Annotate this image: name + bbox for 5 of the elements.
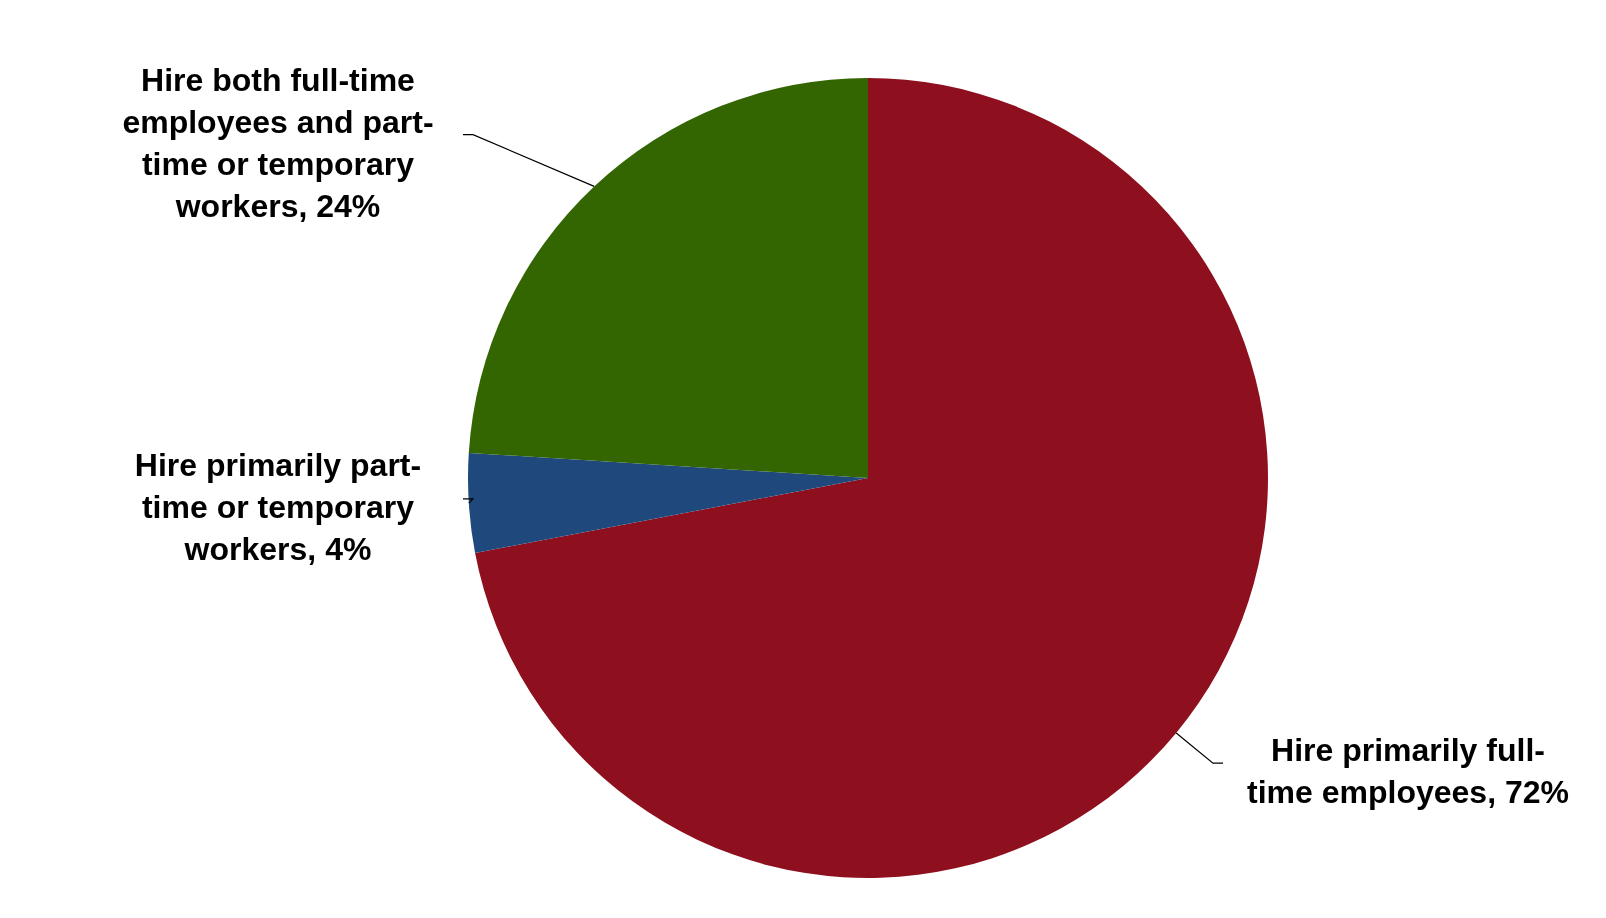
slice-label: Hire primarily part-time or temporary workers, 4% bbox=[134, 447, 422, 568]
pie-slice bbox=[468, 78, 868, 478]
pie-slice bbox=[468, 452, 868, 553]
slice-label: Hire primarily full-time employees, 72% bbox=[1247, 732, 1569, 811]
slice-label: Hire both full-time employees and part-time or temporary workers, 24% bbox=[122, 61, 434, 224]
